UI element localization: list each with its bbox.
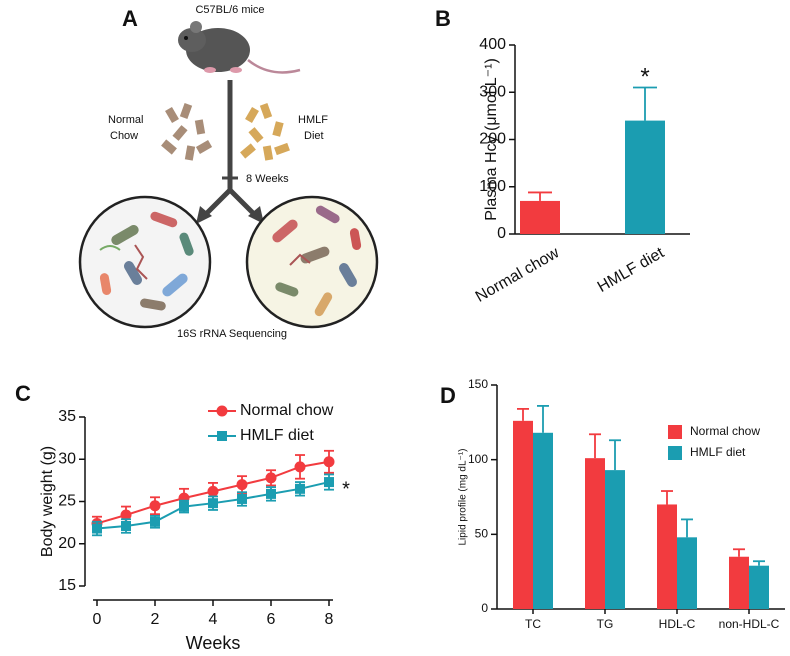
y-tick-label: 20: [58, 535, 76, 552]
x-tick-label: HDL-C: [659, 617, 696, 631]
panel-a: A C57BL/6 mice: [78, 4, 379, 340]
mouse-icon: [178, 21, 301, 74]
diagram-caption: 16S rRNA Sequencing: [177, 328, 287, 340]
y-tick-label: 15: [58, 577, 76, 594]
marker: [265, 472, 277, 484]
legend-swatch: [668, 446, 682, 460]
panel-c: 15 20 25 30 35 Body weight (g) C 0 2 4 6 8 Weeks Norm…: [15, 381, 350, 653]
legend-label: Normal chow: [690, 424, 760, 438]
y-tick-label: 0: [497, 225, 506, 242]
duration-label: 8 Weeks: [246, 173, 289, 185]
bar: [657, 504, 677, 609]
marker: [294, 461, 306, 473]
bar: [585, 458, 605, 609]
y-axis-label: Plasma Hcy (μmol L⁻¹): [483, 58, 500, 221]
marker: [92, 523, 102, 534]
y-tick-label: 150: [468, 377, 488, 391]
bar: [625, 120, 665, 234]
x-tick-label: HMLF diet: [595, 244, 668, 296]
marker: [179, 501, 189, 512]
panel-label: A: [122, 6, 138, 31]
diet-pellets: [240, 103, 290, 161]
microbiome-left: [78, 195, 212, 329]
x-tick-label: 4: [209, 611, 218, 628]
marker: [150, 516, 160, 527]
diagram-title: C57BL/6 mice: [195, 4, 264, 16]
group-label: Normal: [108, 114, 143, 126]
y-axis-label: Body weight (g): [39, 446, 56, 557]
marker: [324, 477, 334, 488]
marker: [295, 483, 305, 494]
marker: [120, 509, 132, 521]
bar: [520, 200, 560, 234]
panel-label: C: [15, 381, 31, 406]
group-label: Diet: [304, 130, 324, 142]
x-axis-label: Weeks: [186, 633, 241, 653]
y-tick-label: 300: [479, 83, 506, 100]
chow-pellets: [161, 103, 213, 161]
legend-swatch: [668, 425, 682, 439]
y-tick-label: 25: [58, 493, 76, 510]
x-tick-label: TG: [597, 617, 614, 631]
y-tick-label: 50: [475, 527, 489, 541]
y-tick-label: 30: [58, 450, 76, 467]
y-tick-label: 400: [479, 36, 506, 53]
x-tick-label: non-HDL-C: [719, 617, 780, 631]
y-axis-label: Lipid profile (mg dL⁻¹): [458, 449, 469, 546]
annotation: *: [342, 478, 350, 500]
annotation: *: [640, 63, 649, 90]
y-tick-label: 35: [58, 408, 76, 425]
legend-label: HMLF diet: [690, 445, 746, 459]
bar: [677, 537, 697, 609]
marker: [208, 498, 218, 509]
y-tick-label: 200: [479, 131, 506, 148]
bar: [513, 420, 533, 609]
x-tick-label: 2: [151, 611, 160, 628]
x-tick-label: Normal chow: [473, 244, 563, 306]
arrows: [203, 80, 257, 217]
panel-d: 0 50 100 150 Lipid profile (mg dL⁻¹) D TC TG HDL…: [440, 377, 785, 631]
panel-label: B: [435, 6, 451, 31]
bar: [605, 470, 625, 609]
legend-label: Normal chow: [240, 402, 334, 419]
group-label: HMLF: [298, 114, 328, 126]
y-tick-label: 0: [481, 601, 488, 615]
panel-b: 0 100 200 300 400 Plasma Hcy (μmol L⁻¹) B Norma…: [435, 6, 690, 306]
marker: [323, 456, 335, 468]
panel-label: D: [440, 383, 456, 408]
marker: [237, 493, 247, 504]
marker: [236, 479, 248, 491]
y-tick-label: 100: [468, 452, 488, 466]
legend-marker: [216, 405, 228, 417]
x-tick-label: 6: [267, 611, 276, 628]
marker: [266, 488, 276, 499]
legend-marker: [217, 431, 227, 441]
arrow-head: [248, 206, 264, 224]
bar: [749, 565, 769, 609]
marker: [149, 500, 161, 512]
microbiome-right: [245, 195, 379, 329]
legend-label: HMLF diet: [240, 427, 314, 444]
marker: [121, 521, 131, 532]
bar: [533, 432, 553, 609]
bar: [729, 556, 749, 609]
y-tick-label: 100: [479, 178, 506, 195]
marker: [207, 485, 219, 497]
arrow-head: [196, 206, 212, 224]
x-tick-label: TC: [525, 617, 541, 631]
x-tick-label: 0: [93, 611, 102, 628]
group-label: Chow: [110, 130, 138, 142]
x-tick-label: 8: [325, 611, 334, 628]
